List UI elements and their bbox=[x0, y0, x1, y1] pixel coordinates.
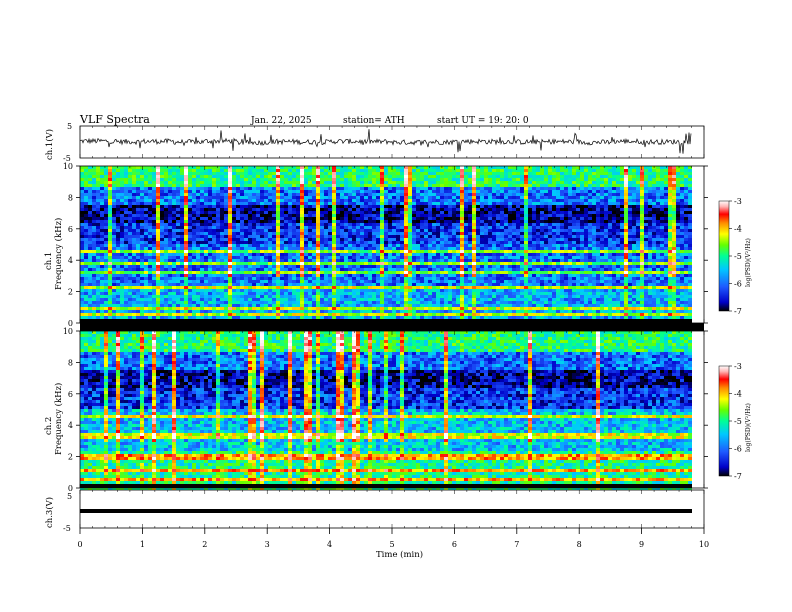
x-tick-7: 7 bbox=[514, 540, 519, 549]
ch1-spec-ylabel-line2: Frequency (kHz) bbox=[53, 218, 64, 290]
x-tick-8: 8 bbox=[577, 540, 582, 549]
ch1-colorbar-tick-2: -5 bbox=[734, 252, 742, 261]
x-tick-6: 6 bbox=[452, 540, 457, 549]
ch3-waveform-line bbox=[80, 509, 692, 513]
ch1-colorbar bbox=[718, 200, 730, 312]
ch1-ytick-top: 5 bbox=[67, 122, 72, 131]
x-tick-2: 2 bbox=[202, 540, 207, 549]
start-ut-label: start UT = 19: 20: 0 bbox=[437, 116, 529, 126]
ch2-colorbar-tick-2: -5 bbox=[734, 417, 742, 426]
ch1-spec-ytick-2: 2 bbox=[68, 288, 73, 297]
ch2-spec-ylabel-line1: ch.2 bbox=[44, 417, 54, 435]
x-tick-0: 0 bbox=[77, 540, 82, 549]
x-tick-1: 1 bbox=[140, 540, 145, 549]
ch3-ytick-bottom: -5 bbox=[63, 524, 71, 533]
ch2-spec-ylabel-line2: Frequency (kHz) bbox=[53, 383, 64, 455]
ch1-spec-ytick-4: 4 bbox=[68, 256, 73, 265]
ch2-colorbar-tick-3: -6 bbox=[734, 445, 742, 454]
ch1-colorbar-label: log(PSD)(V²/Hz) bbox=[745, 238, 752, 287]
ch2-spectrogram-image bbox=[80, 331, 704, 490]
ch2-spec-ytick-0: 0 bbox=[68, 484, 73, 493]
ch1-colorbar-tick-4: -7 bbox=[734, 307, 742, 316]
x-tick-9: 9 bbox=[639, 540, 644, 549]
ch1-colorbar-tick-0: -3 bbox=[734, 197, 742, 206]
panel-separator bbox=[80, 323, 704, 331]
ch1-spec-ytick-8: 8 bbox=[68, 193, 73, 202]
ch1-waveform-panel: 5 -5 ch.1(V) bbox=[44, 122, 705, 163]
x-tick-5: 5 bbox=[389, 540, 394, 549]
x-tick-10: 10 bbox=[699, 540, 709, 549]
x-axis-label: Time (min) bbox=[376, 549, 423, 560]
ch2-colorbar bbox=[718, 365, 730, 477]
ch2-spec-ytick-2: 2 bbox=[68, 453, 73, 462]
ch1-colorbar-tick-1: -4 bbox=[734, 225, 742, 234]
ch1-spec-ytick-0: 0 bbox=[68, 319, 73, 328]
ch2-spec-ytick-10: 10 bbox=[63, 327, 73, 336]
x-tick-4: 4 bbox=[327, 540, 332, 549]
ch1-spectrogram-image bbox=[80, 166, 704, 325]
ch1-waveform-line bbox=[79, 129, 692, 154]
ch3-ylabel: ch.3(V) bbox=[44, 497, 55, 528]
ch1-ytick-bottom: -5 bbox=[63, 154, 71, 163]
x-axis: 0 1 2 3 4 5 6 7 8 9 10 bbox=[77, 126, 709, 549]
x-tick-3: 3 bbox=[265, 540, 270, 549]
station-label: station= ATH bbox=[343, 116, 405, 126]
ch1-spec-ytick-6: 6 bbox=[68, 225, 73, 234]
ch3-waveform-panel: 5 -5 ch.3(V) bbox=[44, 489, 705, 533]
ch2-spec-ytick-6: 6 bbox=[68, 390, 73, 399]
ch2-colorbar-tick-4: -7 bbox=[734, 472, 742, 481]
ch2-colorbar-tick-0: -3 bbox=[734, 362, 742, 371]
ch1-colorbar-tick-3: -6 bbox=[734, 280, 742, 289]
ch2-spec-ytick-8: 8 bbox=[68, 358, 73, 367]
date-label: Jan. 22, 2025 bbox=[250, 116, 312, 126]
ch2-spec-ytick-4: 4 bbox=[68, 421, 73, 430]
ch1-spec-ylabel-line1: ch.1 bbox=[44, 252, 54, 270]
ch2-colorbar-tick-1: -4 bbox=[734, 390, 742, 399]
ch3-ytick-top: 5 bbox=[67, 492, 72, 501]
ch1-spec-ytick-10: 10 bbox=[63, 162, 73, 171]
figure-title: VLF Spectra bbox=[79, 113, 150, 126]
ch2-colorbar-label: log(PSD)(V²/Hz) bbox=[745, 403, 752, 452]
ch1-ylabel: ch.1(V) bbox=[44, 129, 55, 160]
